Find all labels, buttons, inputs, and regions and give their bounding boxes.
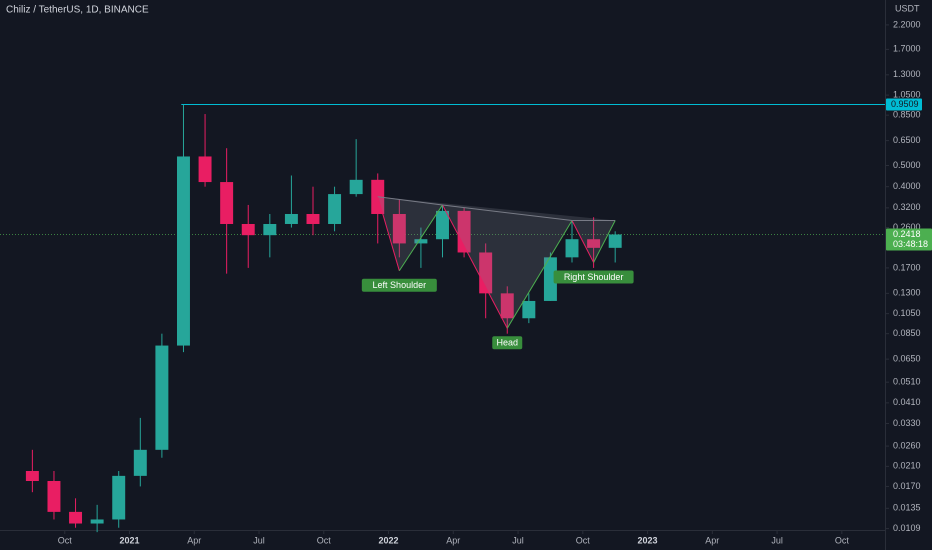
pattern-leg — [398, 204, 443, 272]
x-tick-label: Oct — [576, 535, 591, 545]
x-tick-label: Jul — [253, 535, 265, 545]
y-tick-label: 0.0410 — [893, 397, 921, 407]
y-tick-label: 0.1050 — [893, 308, 921, 318]
candle-body — [414, 239, 428, 244]
candle-body — [241, 223, 255, 236]
x-tick-label: Jul — [771, 535, 783, 545]
pattern-label: Left Shoulder — [373, 280, 427, 290]
pattern-label: Right Shoulder — [564, 272, 624, 282]
y-tick-label: 0.0330 — [893, 418, 921, 428]
last-price-box — [886, 228, 932, 251]
candle-body — [25, 471, 39, 481]
pattern-area — [377, 196, 616, 329]
resistance-price: 0.9509 — [891, 99, 919, 109]
pattern-leg — [442, 204, 508, 329]
candle-body — [500, 293, 514, 319]
last-price: 0.2418 — [893, 229, 921, 239]
candle-body — [457, 210, 471, 253]
candle-body — [349, 179, 363, 195]
y-tick-label: 0.0135 — [893, 503, 921, 513]
y-tick-label: 0.5000 — [893, 160, 921, 170]
y-tick-label: 1.7000 — [893, 44, 921, 54]
candle-body — [133, 449, 147, 476]
pattern-label-box — [492, 336, 523, 350]
pattern-label-box — [361, 278, 437, 292]
y-tick-label: 0.0260 — [893, 440, 921, 450]
pattern-leg — [593, 220, 616, 263]
candle-body — [90, 519, 104, 524]
x-tick-label: Jul — [512, 535, 524, 545]
y-tick-label: 0.0170 — [893, 481, 921, 491]
pattern-leg — [506, 220, 573, 329]
x-tick-label: Apr — [446, 535, 460, 545]
x-tick-label: Apr — [187, 535, 201, 545]
candle-body — [392, 213, 406, 244]
x-tick-label: Oct — [835, 535, 850, 545]
x-tick-label: 2023 — [638, 535, 658, 545]
pattern-leg — [571, 220, 595, 263]
candle-body — [177, 156, 190, 346]
candle-body — [479, 252, 493, 294]
y-tick-label: 0.2600 — [893, 222, 921, 232]
axis-unit: USDT — [895, 3, 920, 13]
y-tick-label: 0.0510 — [893, 377, 921, 387]
neckline — [377, 196, 616, 222]
candle-body — [198, 156, 212, 183]
y-tick-label: 0.0650 — [893, 354, 921, 364]
candle-body — [328, 194, 342, 224]
pattern-label: Head — [496, 338, 518, 348]
x-tick-label: Oct — [317, 535, 332, 545]
y-tick-label: 2.2000 — [893, 19, 921, 29]
y-tick-label: 0.1300 — [893, 288, 921, 298]
chart-title: Chiliz / TetherUS, 1D, BINANCE — [6, 5, 149, 16]
x-tick-label: 2022 — [379, 535, 399, 545]
candle-body — [155, 345, 169, 450]
candle-body — [284, 213, 298, 224]
y-tick-label: 0.1700 — [893, 262, 921, 272]
candle-body — [436, 210, 449, 240]
y-tick-label: 0.6500 — [893, 135, 921, 145]
x-tick-label: Oct — [58, 535, 73, 545]
y-tick-label: 1.3000 — [893, 69, 921, 79]
candle-body — [112, 475, 126, 520]
y-tick-label: 0.3200 — [893, 202, 921, 212]
candle-body — [565, 239, 579, 258]
candle-body — [220, 182, 234, 224]
y-tick-label: 1.0500 — [893, 89, 921, 99]
x-tick-label: 2021 — [119, 535, 139, 545]
resistance-price-box — [886, 98, 922, 111]
candle-body — [69, 511, 83, 524]
candle-body — [263, 223, 277, 236]
y-tick-label: 0.4000 — [893, 181, 921, 191]
candle-body — [587, 239, 601, 248]
candle-body — [543, 257, 557, 301]
y-tick-label: 0.0850 — [893, 328, 921, 338]
x-tick-label: Apr — [705, 535, 719, 545]
candle-body — [522, 300, 536, 319]
countdown: 03:48:18 — [893, 239, 928, 249]
pattern-leg — [377, 196, 400, 271]
candle-body — [608, 234, 622, 248]
y-tick-label: 0.8500 — [893, 110, 921, 120]
candle-body — [47, 480, 61, 512]
y-tick-label: 0.0109 — [893, 523, 921, 533]
y-tick-label: 0.0210 — [893, 461, 921, 471]
pattern-label-box — [553, 270, 634, 284]
candle-body — [306, 213, 320, 224]
